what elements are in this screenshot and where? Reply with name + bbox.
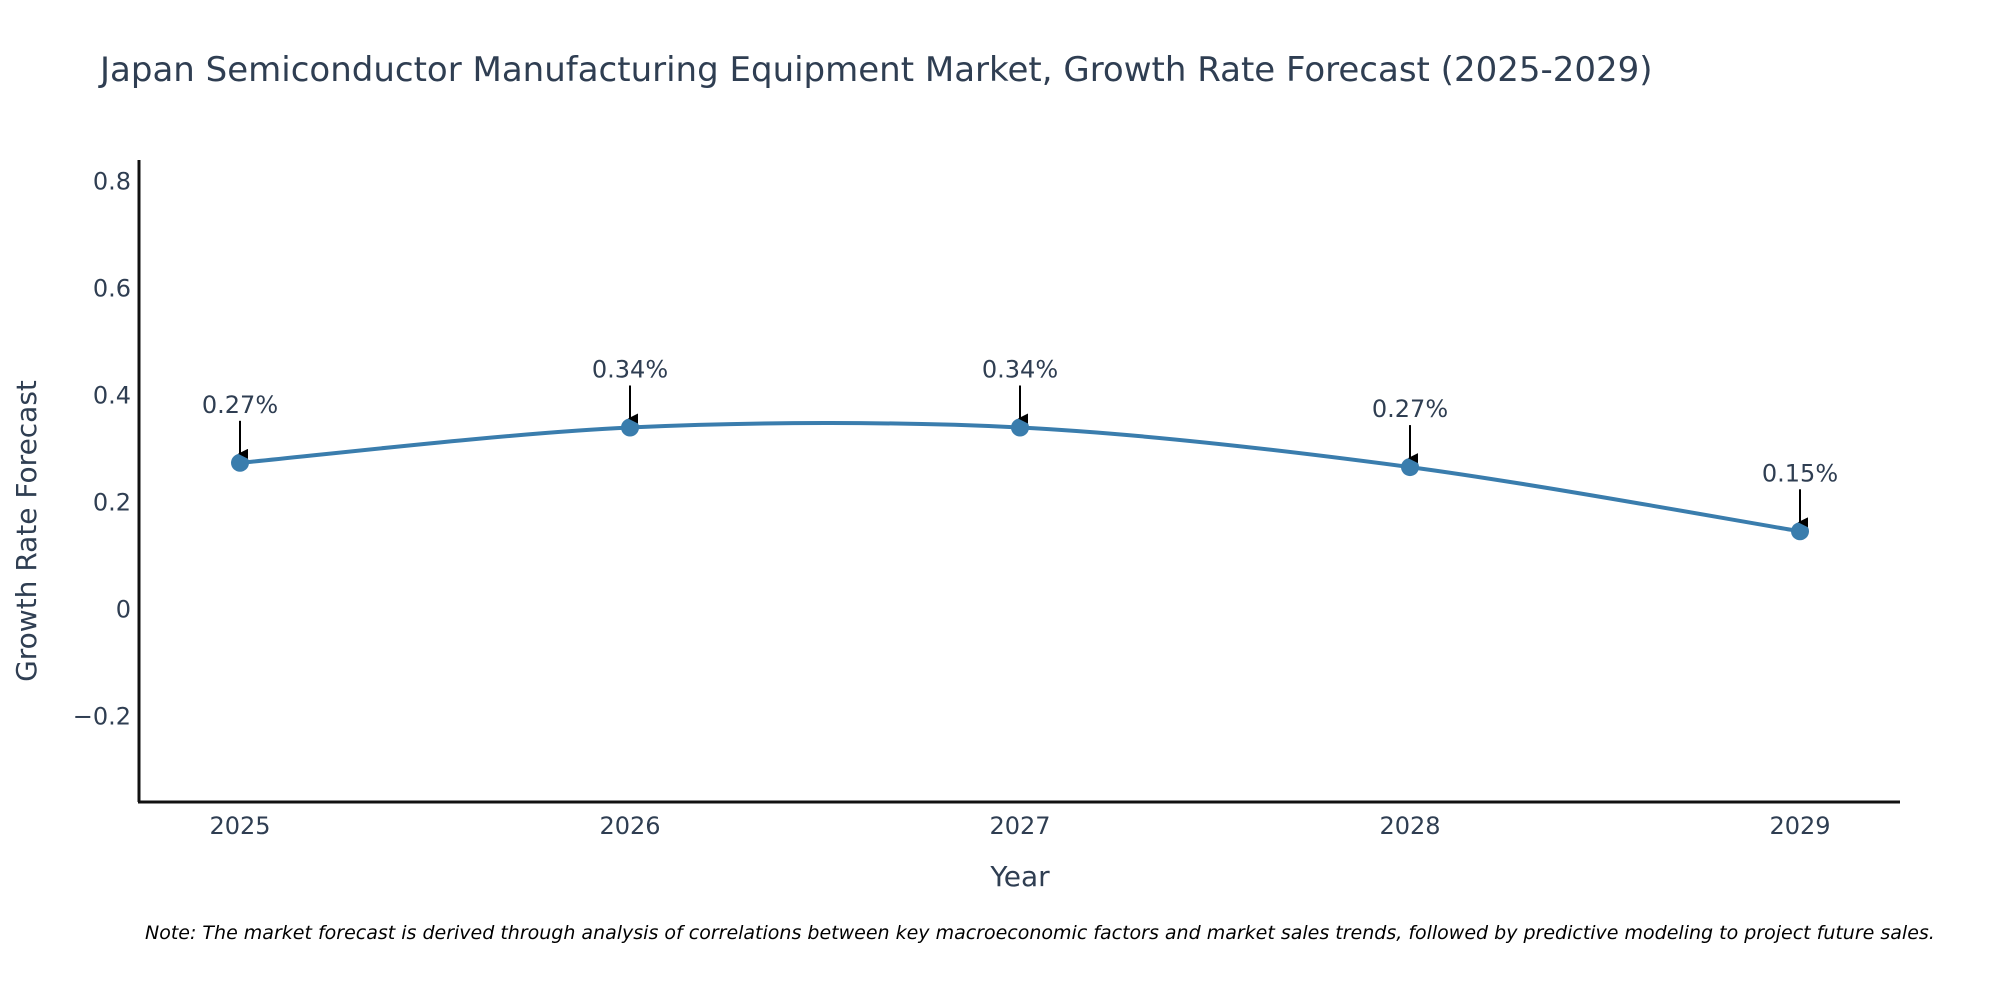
data-label-2029: 0.15% bbox=[1762, 459, 1838, 487]
data-label-2027: 0.34% bbox=[982, 356, 1058, 384]
data-labels: 0.27% 0.34% 0.34% 0.27% 0.15% bbox=[202, 356, 1838, 528]
x-axis-title: Year bbox=[989, 860, 1050, 893]
data-label-2025: 0.27% bbox=[202, 391, 278, 419]
data-point-2028[interactable] bbox=[1401, 458, 1419, 477]
y-tick-label: 0 bbox=[116, 595, 131, 623]
footnote: Note: The market forecast is derived thr… bbox=[145, 922, 1935, 944]
data-label-2026: 0.34% bbox=[592, 356, 668, 384]
y-tick-label: 0.8 bbox=[93, 167, 131, 195]
y-axis-ticks: −0.2 0 0.2 0.4 0.6 0.8 bbox=[73, 167, 131, 730]
x-tick-label: 2029 bbox=[1769, 812, 1830, 840]
y-tick-label: 0.4 bbox=[93, 381, 131, 409]
data-label-2028: 0.27% bbox=[1372, 395, 1448, 423]
x-tick-label: 2025 bbox=[209, 812, 270, 840]
x-tick-label: 2028 bbox=[1379, 812, 1440, 840]
data-point-2029[interactable] bbox=[1791, 522, 1809, 541]
x-tick-label: 2026 bbox=[599, 812, 660, 840]
chart-title: Japan Semiconductor Manufacturing Equipm… bbox=[98, 50, 1653, 90]
y-axis-title: Growth Rate Forecast bbox=[10, 380, 43, 682]
y-tick-label: 0.6 bbox=[93, 274, 131, 302]
data-points bbox=[231, 418, 1809, 541]
x-axis-ticks: 2025 2026 2027 2028 2029 bbox=[209, 812, 1830, 840]
x-tick-label: 2027 bbox=[989, 812, 1050, 840]
series-line bbox=[238, 421, 1802, 534]
data-point-2025[interactable] bbox=[231, 453, 249, 472]
data-point-2026[interactable] bbox=[621, 418, 639, 437]
y-tick-label: −0.2 bbox=[73, 702, 131, 730]
y-tick-label: 0.2 bbox=[93, 488, 131, 516]
data-point-2027[interactable] bbox=[1011, 418, 1029, 437]
